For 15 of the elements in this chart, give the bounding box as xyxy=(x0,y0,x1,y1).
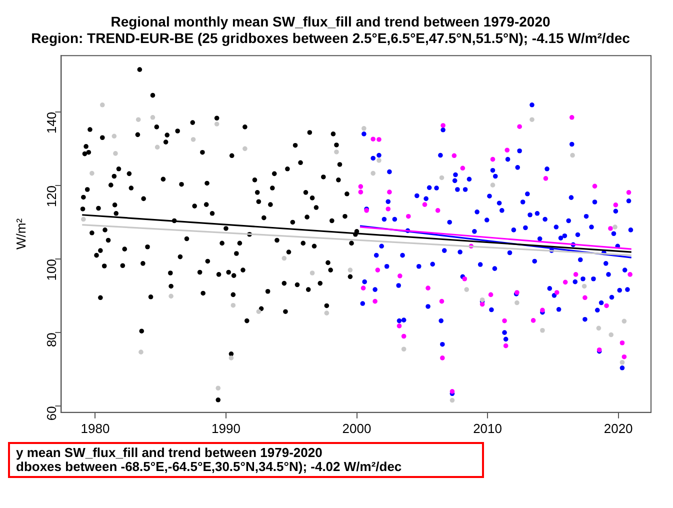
x-tick-label: 1980 xyxy=(80,420,110,436)
x-tick-label: 2010 xyxy=(473,420,502,436)
chart-subtitle: Region: TREND-EUR-BE (25 gridboxes between 2.5°E,6.5°E,47.5°N,51.5°N); -4.15 W/m²/dec xyxy=(31,30,630,46)
y-tick-label: 60 xyxy=(44,406,59,421)
x-tick-label: 1990 xyxy=(212,420,240,436)
chart-title: Regional monthly mean SW_flux_fill and trend between 1979-2020 xyxy=(110,13,550,30)
y-tick-label: 80 xyxy=(44,332,59,348)
y-axis-title: W/m² xyxy=(13,218,28,250)
x-tick-label: 2000 xyxy=(342,420,372,436)
x-tick-label: 2020 xyxy=(604,420,633,436)
text: y mean SW_flux_fill and trend between 1979-2020 xyxy=(16,445,324,460)
y-tick-label: 140 xyxy=(44,112,59,134)
text: dboxes between -68.5°E,-64.5°E,30.5°N,34.5°N); -4.02 W/m²/dec xyxy=(16,459,403,474)
y-tick-label: 120 xyxy=(44,185,59,208)
y-tick-label: 100 xyxy=(44,259,59,281)
